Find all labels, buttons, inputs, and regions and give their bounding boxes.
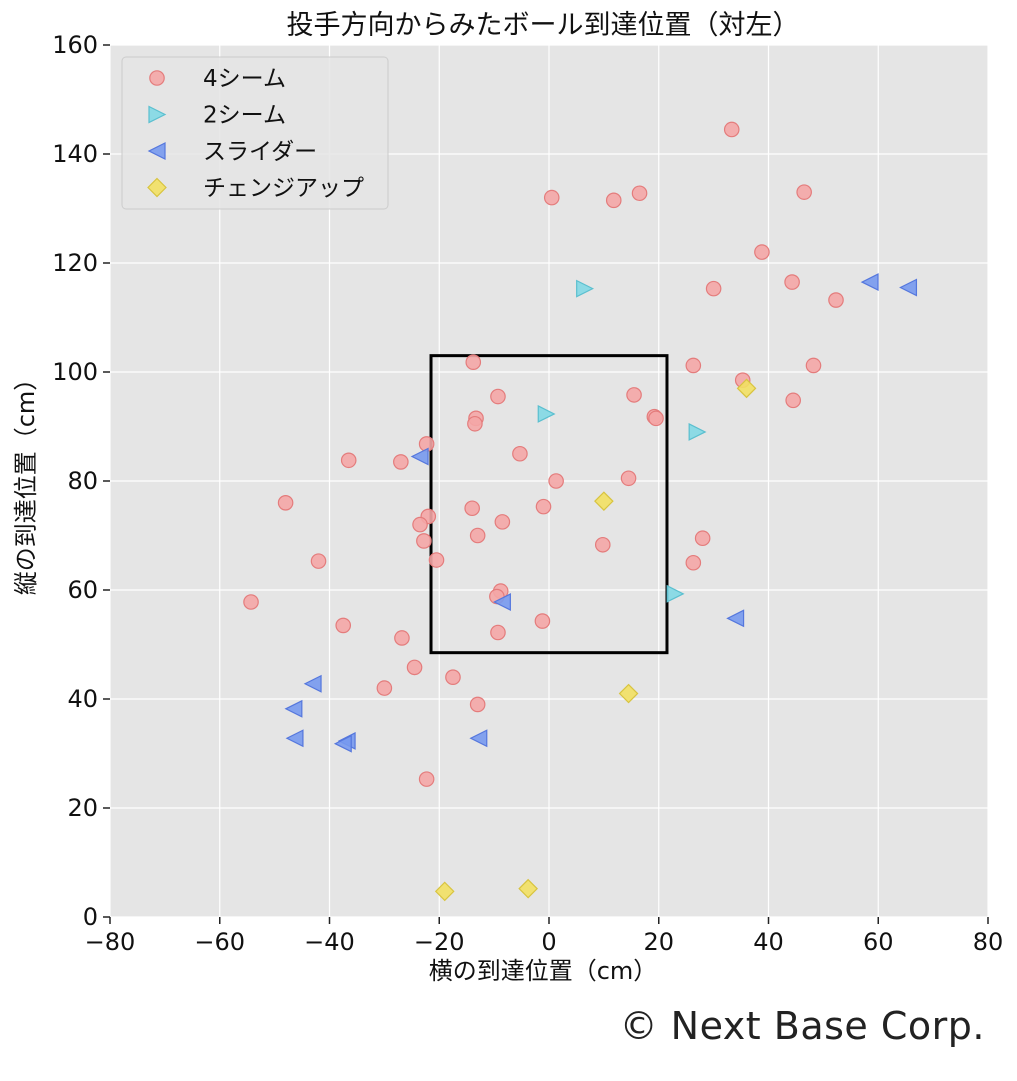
x-tick-label: −20	[414, 928, 465, 956]
x-tick-label: 40	[753, 928, 784, 956]
data-point	[594, 491, 614, 512]
data-point	[434, 881, 455, 902]
y-tick-label: 40	[67, 685, 98, 713]
data-point	[416, 533, 432, 549]
legend-marker	[149, 70, 165, 86]
data-point	[243, 594, 259, 610]
data-point	[605, 192, 622, 209]
y-tick-label: 160	[52, 31, 98, 59]
data-point	[406, 659, 423, 676]
data-point	[310, 553, 327, 569]
x-tick-label: −80	[85, 928, 136, 956]
data-point	[494, 514, 511, 530]
data-point	[726, 609, 745, 628]
data-point	[469, 696, 486, 713]
data-point	[469, 729, 488, 748]
strike-zone	[429, 354, 669, 655]
data-point	[648, 410, 664, 427]
data-point	[618, 683, 639, 704]
y-tick-label: 20	[67, 794, 98, 822]
data-point	[333, 734, 352, 753]
data-point	[285, 729, 304, 748]
data-point	[548, 473, 564, 489]
data-point	[620, 470, 637, 487]
data-point	[688, 422, 707, 441]
x-tick-label: 60	[863, 928, 894, 956]
data-point	[518, 878, 538, 899]
data-point	[412, 516, 428, 533]
data-point	[410, 447, 429, 466]
data-point	[469, 527, 486, 544]
x-axis-label: 横の到達位置（cm）	[429, 957, 658, 985]
data-point	[631, 185, 648, 202]
data-point	[490, 388, 506, 405]
data-point	[445, 669, 461, 685]
data-point	[685, 554, 702, 571]
x-tick-label: 80	[973, 928, 1004, 956]
y-tick-label: 100	[52, 358, 98, 386]
data-point	[284, 699, 303, 718]
data-point	[594, 536, 611, 553]
data-point	[467, 415, 483, 432]
data-point	[666, 584, 685, 603]
y-tick-label: 0	[83, 903, 98, 931]
data-point	[754, 244, 770, 260]
data-point	[705, 280, 722, 297]
data-point	[543, 189, 560, 206]
data-point	[376, 680, 393, 696]
legend-label: 4シーム	[203, 66, 286, 92]
data-point	[535, 498, 552, 515]
data-point	[537, 404, 556, 423]
y-tick-label: 120	[52, 249, 98, 277]
data-point	[428, 552, 445, 568]
data-point	[796, 184, 812, 200]
data-point	[784, 274, 800, 290]
data-point	[899, 278, 918, 297]
legend-label: スライダー	[203, 139, 317, 165]
data-point	[736, 378, 757, 399]
data-point	[340, 452, 357, 469]
legend-frame	[121, 56, 389, 210]
data-point	[723, 121, 740, 138]
data-point	[490, 624, 506, 641]
legend-marker	[147, 142, 166, 160]
x-tick-label: 0	[541, 928, 556, 956]
x-tick-label: −40	[304, 928, 355, 956]
y-tick-label: 140	[52, 140, 98, 168]
data-points	[243, 121, 918, 902]
data-point	[464, 500, 480, 517]
data-point	[828, 292, 844, 308]
legend-marker	[147, 177, 167, 198]
data-point	[493, 593, 511, 611]
data-point	[393, 454, 409, 470]
legend-label: 2シーム	[203, 103, 286, 129]
data-point	[465, 354, 482, 370]
axes: −80 −60 −40 −20 0 20 40 60 80 0 20 40 60 80 100 120 140 1…	[52, 31, 1003, 956]
legend-marker	[148, 105, 167, 124]
x-tick-label: −60	[194, 928, 245, 956]
data-point	[694, 530, 711, 547]
chart-title: 投手方向からみたボール到達位置（対左）	[287, 10, 800, 41]
data-point	[303, 674, 322, 693]
data-point	[512, 445, 528, 462]
data-point	[576, 279, 595, 298]
data-point	[805, 357, 822, 374]
data-point	[626, 387, 642, 403]
data-point	[394, 630, 410, 646]
data-point	[335, 617, 352, 634]
y-axis-label: 縦の到達位置（cm）	[12, 367, 40, 596]
data-point	[418, 771, 435, 787]
data-point	[785, 392, 801, 409]
y-tick-label: 60	[67, 576, 98, 604]
y-tick-label: 80	[67, 467, 98, 495]
data-point	[685, 357, 702, 374]
legend-label: チェンジアップ	[203, 176, 364, 202]
data-point	[277, 494, 294, 511]
copyright-credit: © Next Base Corp.	[619, 1004, 985, 1048]
x-tick-label: 20	[643, 928, 674, 956]
data-point	[860, 273, 879, 292]
data-point	[534, 613, 551, 629]
